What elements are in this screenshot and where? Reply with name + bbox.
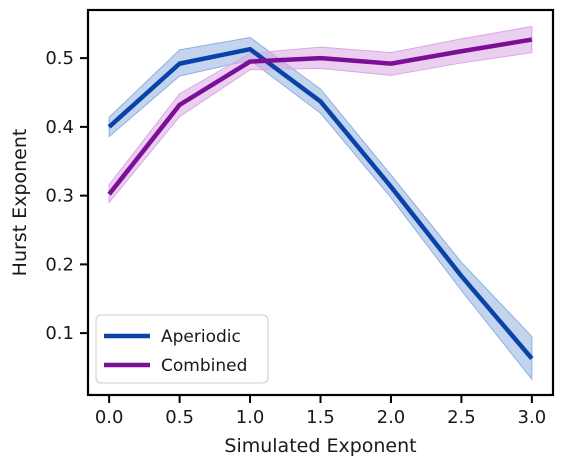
plot-area [107,25,534,381]
y-tick-label: 0.2 [45,254,74,275]
x-tick-label: 3.0 [518,407,547,428]
x-tick-label: 1.0 [236,407,265,428]
legend: Aperiodic Combined [95,314,269,384]
legend-label-combined: Combined [161,356,247,376]
x-axis-label: Simulated Exponent [224,435,416,457]
x-tick-label: 2.5 [447,407,476,428]
x-tick-label: 0.5 [165,407,194,428]
x-axis-ticks: 0.0 0.5 1.0 1.5 2.0 2.5 3.0 [95,395,546,428]
x-tick-label: 0.0 [95,407,124,428]
series-line-aperiodic [107,46,534,361]
y-tick-label: 0.3 [45,186,74,207]
x-tick-label: 2.0 [377,407,406,428]
series-line-combined [107,37,533,196]
y-tick-label: 0.1 [45,323,74,344]
legend-label-aperiodic: Aperiodic [161,327,241,347]
y-axis-ticks: 0.1 0.2 0.3 0.4 0.5 [45,48,88,344]
y-tick-label: 0.5 [45,48,74,69]
y-tick-label: 0.4 [45,117,74,138]
series-lines [107,37,534,361]
confidence-bands [108,25,533,381]
y-axis-label: Hurst Exponent [9,129,31,277]
x-tick-label: 1.5 [306,407,335,428]
confidence-band-combined [108,25,533,204]
